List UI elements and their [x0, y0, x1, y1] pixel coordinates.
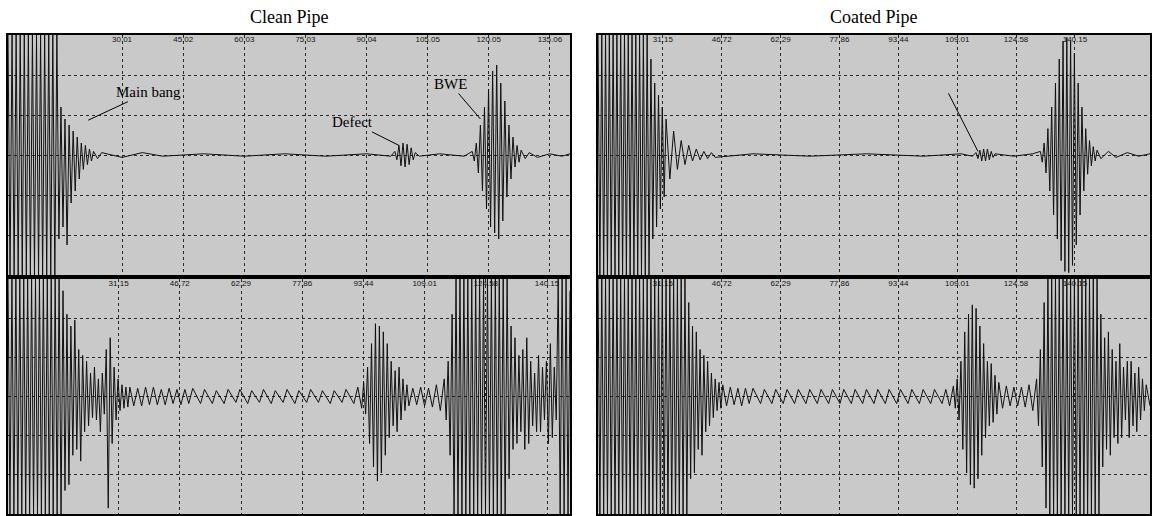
svg-text:124.58: 124.58 [1004, 279, 1029, 288]
svg-text:77.86: 77.86 [829, 35, 850, 44]
svg-text:77.86: 77.86 [292, 279, 313, 288]
svg-text:46.72: 46.72 [712, 279, 733, 288]
svg-text:140.15: 140.15 [1063, 35, 1088, 44]
svg-text:93.44: 93.44 [888, 279, 909, 288]
svg-text:75.03: 75.03 [295, 35, 316, 44]
svg-text:Defect: Defect [332, 114, 373, 130]
svg-text:109.01: 109.01 [945, 35, 970, 44]
svg-text:62.29: 62.29 [771, 35, 792, 44]
svg-text:30.01: 30.01 [112, 35, 133, 44]
svg-text:31.15: 31.15 [109, 279, 130, 288]
svg-text:124.58: 124.58 [474, 279, 499, 288]
svg-text:45.02: 45.02 [173, 35, 194, 44]
svg-text:62.29: 62.29 [231, 279, 252, 288]
svg-text:Coated Pipe: Coated Pipe [830, 7, 918, 27]
svg-text:124.58: 124.58 [1004, 35, 1029, 44]
svg-text:77.86: 77.86 [829, 279, 850, 288]
svg-text:109.01: 109.01 [945, 279, 970, 288]
svg-text:46.72: 46.72 [170, 279, 191, 288]
svg-text:Clean Pipe: Clean Pipe [250, 7, 329, 27]
svg-text:60.03: 60.03 [234, 35, 255, 44]
svg-text:62.29: 62.29 [771, 279, 792, 288]
svg-text:105.05: 105.05 [415, 35, 440, 44]
svg-text:109.01: 109.01 [412, 279, 437, 288]
svg-text:120.05: 120.05 [477, 35, 502, 44]
svg-text:Main bang: Main bang [116, 84, 181, 100]
svg-text:46.72: 46.72 [712, 35, 733, 44]
svg-text:140.15: 140.15 [1063, 279, 1088, 288]
svg-text:31.15: 31.15 [653, 279, 674, 288]
svg-text:135.06: 135.06 [538, 35, 563, 44]
svg-text:140.15: 140.15 [535, 279, 560, 288]
svg-text:93.44: 93.44 [353, 279, 374, 288]
svg-text:BWE: BWE [434, 76, 467, 92]
svg-text:31.15: 31.15 [653, 35, 674, 44]
svg-text:90.04: 90.04 [357, 35, 378, 44]
svg-text:93.44: 93.44 [888, 35, 909, 44]
